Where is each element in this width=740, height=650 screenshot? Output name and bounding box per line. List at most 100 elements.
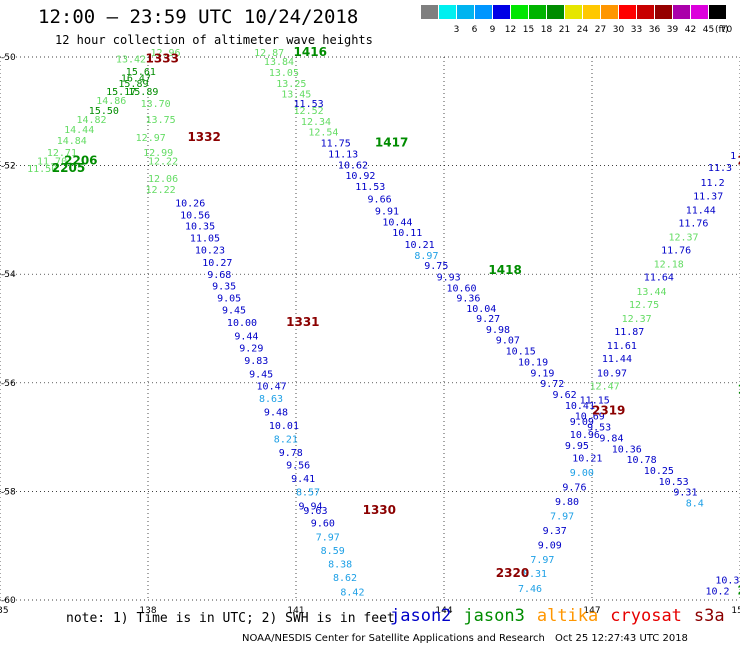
wave-height-value: 11.2 <box>701 178 725 189</box>
x-tick-label: 150 <box>731 606 740 616</box>
wave-height-value: 9.62 <box>553 390 577 401</box>
wave-height-value: 9.05 <box>217 293 241 304</box>
wave-height-value: 8.42 <box>340 588 364 599</box>
wave-height-value: 10.41 <box>565 401 595 412</box>
wave-height-value: 15.50 <box>89 106 119 117</box>
scale-label: 21 <box>558 25 571 35</box>
wave-height-value: 11.64 <box>644 273 674 284</box>
wave-height-value: 11.70 <box>37 157 67 168</box>
wave-height-value: 9.41 <box>291 474 315 485</box>
wave-height-value: 10.53 <box>659 477 689 488</box>
wave-height-value: 9.98 <box>486 325 510 336</box>
wave-height-value: 9.00 <box>570 468 594 479</box>
wave-height-value: 10.21 <box>405 240 435 251</box>
wave-height-value: 9.45 <box>222 305 246 316</box>
wave-height-value: 10.36 <box>612 444 642 455</box>
wave-height-value: 9.83 <box>244 356 268 367</box>
wave-height-value: 7.97 <box>550 512 574 523</box>
pass-time-label: 1332 <box>187 130 220 144</box>
scale-label: 27 <box>594 25 607 35</box>
wave-height-value: 10.78 <box>627 455 657 466</box>
wave-height-value: 9.09 <box>570 417 594 428</box>
chart-subtitle: 12 hour collection of altimeter wave hei… <box>55 33 373 47</box>
wave-height-value: 13.42 <box>116 54 146 65</box>
wave-height-value: 9.29 <box>239 343 263 354</box>
wave-height-value: 13.45 <box>281 90 311 101</box>
wave-height-value: 9.27 <box>476 314 500 325</box>
scale-swatch <box>457 5 474 19</box>
x-tick-label: 135 <box>0 606 9 616</box>
satellite-altika: altika <box>536 606 599 626</box>
scale-label: 18 <box>540 25 553 35</box>
wave-height-value: 9.37 <box>543 526 567 537</box>
wave-height-value: 9.94 <box>298 501 322 512</box>
wave-height-value: 10.21 <box>572 454 602 465</box>
wave-height-value: 12.54 <box>308 128 338 139</box>
wave-height-value: 13.70 <box>141 99 171 110</box>
satellite-cryosat: cryosat <box>610 606 682 626</box>
scale-swatch <box>691 5 708 19</box>
wave-height-value: 12.52 <box>294 106 324 117</box>
wave-height-value: 10.01 <box>269 421 299 432</box>
wave-height-value: 12.34 <box>301 117 331 128</box>
wave-height-value: 13.25 <box>276 79 306 90</box>
scale-label: 45 <box>702 25 715 35</box>
scale-swatch <box>421 5 438 19</box>
wave-height-value: 7.97 <box>530 555 554 566</box>
wave-height-value: 10.19 <box>518 357 548 368</box>
wave-height-value: 10.25 <box>644 466 674 477</box>
wave-height-value: 9.66 <box>368 195 392 206</box>
pass-time-label: 2319 <box>592 403 625 417</box>
wave-height-value: 9.48 <box>264 407 288 418</box>
pass-time-label: 2206 <box>64 154 97 168</box>
wave-height-value: 12.87 <box>254 48 284 59</box>
x-tick-label: 138 <box>139 606 156 616</box>
wave-height-value: 1 <box>730 151 736 162</box>
wave-height-value: 8.62 <box>333 573 357 584</box>
scale-swatch <box>565 5 582 19</box>
wave-height-value: 10.96 <box>570 430 600 441</box>
wave-height-value: 13.44 <box>636 287 666 298</box>
x-tick-label: 144 <box>435 606 452 616</box>
wave-height-value: 15.17 <box>106 87 136 98</box>
wave-height-value: 9.63 <box>303 506 327 517</box>
pass-time-label: 2 <box>738 584 740 598</box>
wave-height-value: 10.15 <box>506 347 536 358</box>
wave-height-value: 7.46 <box>518 584 542 595</box>
pass-time-label: 2320 <box>496 566 529 580</box>
wave-height-value: 11.53 <box>355 182 385 193</box>
wave-height-value: 10.92 <box>345 171 375 182</box>
scale-label: 6 <box>471 25 478 35</box>
wave-height-value: 9.72 <box>540 379 564 390</box>
scale-label: 36 <box>648 25 661 35</box>
scale-swatch <box>583 5 600 19</box>
wave-height-value: 10.60 <box>446 284 476 295</box>
wave-height-value: 11.37 <box>693 191 723 202</box>
wave-height-value: 10.11 <box>392 228 422 239</box>
pass-time-label: 1330 <box>363 503 396 517</box>
x-tick-label: 147 <box>583 606 600 616</box>
wave-height-value: 12.06 <box>148 174 178 185</box>
scale-label: 12 <box>504 25 517 35</box>
scale-swatch <box>529 5 546 19</box>
wave-height-value: 11.53 <box>294 99 324 110</box>
chart-title: 12:00 – 23:59 UTC 10/24/2018 <box>38 6 359 28</box>
y-tick-label: -60 <box>1 596 16 606</box>
scale-label: 30 <box>612 25 625 35</box>
wave-height-value: 13.84 <box>264 57 294 68</box>
wave-height-value: 9.91 <box>375 206 399 217</box>
wave-height-value: 9.76 <box>562 482 586 493</box>
wave-height-value: 8.31 <box>523 569 547 580</box>
wave-height-value: 10.00 <box>227 318 257 329</box>
wave-height-value: 8.38 <box>328 559 352 570</box>
wave-height-value: 10.97 <box>597 368 627 379</box>
wave-height-value: 15.89 <box>118 79 148 90</box>
wave-height-value: 12.18 <box>654 260 684 271</box>
wave-height-value: 8.97 <box>414 251 438 262</box>
wave-height-value: 16.47 <box>121 73 151 84</box>
scale-label: 24 <box>576 25 589 35</box>
wave-height-value: 12.71 <box>47 148 77 159</box>
wave-height-value: 12.97 <box>136 133 166 144</box>
wave-height-value: 14.44 <box>64 125 94 136</box>
wave-height-value: 12.99 <box>143 148 173 159</box>
